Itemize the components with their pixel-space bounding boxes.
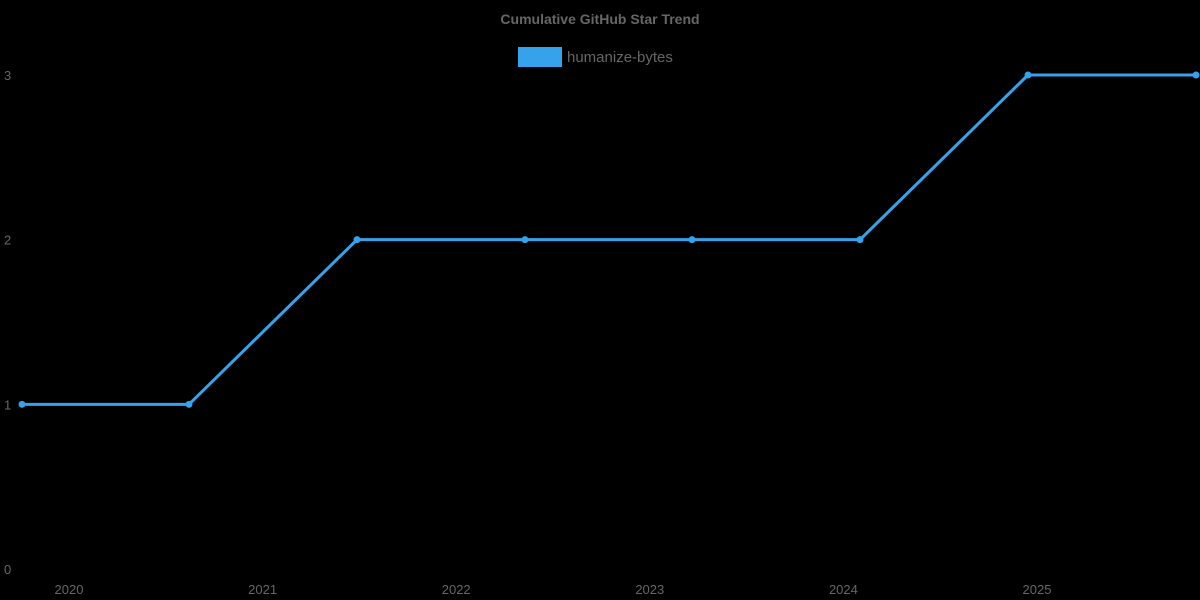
x-tick-label: 2023: [635, 582, 664, 597]
series-line: [22, 73, 1196, 406]
data-points: [18, 71, 1200, 408]
series-humanize-bytes: [18, 71, 1200, 408]
x-tick-label: 2024: [829, 582, 858, 597]
x-tick-label: 2025: [1023, 582, 1052, 597]
y-tick-label: 2: [4, 233, 11, 248]
y-tick-label: 1: [4, 397, 11, 412]
chart-title: Cumulative GitHub Star Trend: [500, 11, 699, 27]
x-tick-label: 2021: [248, 582, 277, 597]
legend[interactable]: humanize-bytes: [518, 47, 673, 67]
y-axis: 0 1 2 3: [4, 68, 11, 577]
data-point[interactable]: [521, 236, 529, 244]
legend-swatch: [518, 47, 562, 67]
data-point[interactable]: [1024, 71, 1032, 79]
data-point[interactable]: [1192, 71, 1200, 79]
x-axis: 2020 2021 2022 2023 2024 2025: [55, 582, 1052, 597]
data-point[interactable]: [185, 400, 193, 408]
x-tick-label: 2020: [55, 582, 84, 597]
data-point[interactable]: [353, 236, 361, 244]
data-point[interactable]: [856, 236, 864, 244]
data-point[interactable]: [18, 400, 26, 408]
y-tick-label: 3: [4, 68, 11, 83]
x-tick-label: 2022: [442, 582, 471, 597]
y-tick-label: 0: [4, 562, 11, 577]
data-point[interactable]: [688, 236, 696, 244]
legend-label: humanize-bytes: [567, 49, 673, 66]
